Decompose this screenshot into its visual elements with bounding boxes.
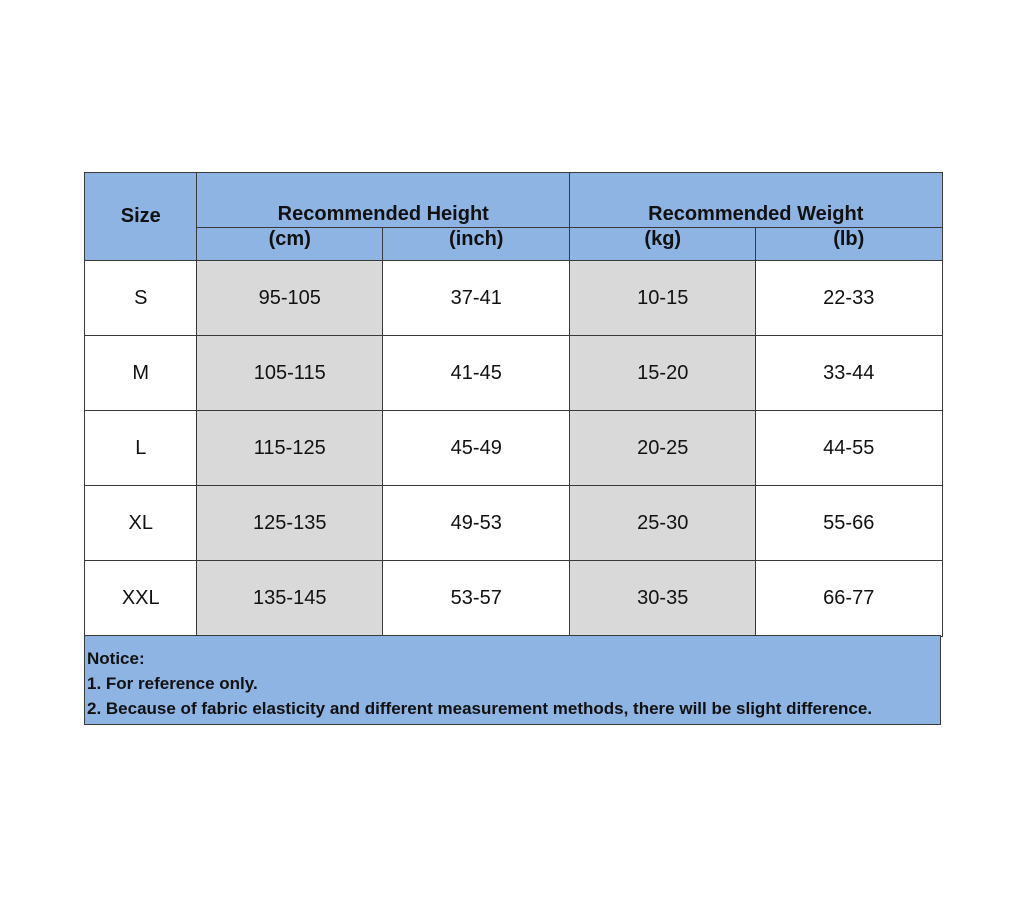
table-cell: 105-115 [196,335,384,412]
header-height-group: Recommended Height [196,172,571,229]
table-cell-text: 49-53 [450,511,502,534]
header-unit-text: (cm) [268,228,311,250]
table-cell: 37-41 [382,260,571,337]
notice-title: Notice: [87,649,145,668]
table-cell: 25-30 [569,485,757,562]
header-unit: (inch) [382,227,571,262]
row-size: XL [84,485,198,562]
header-weight-group-text: Recommended Weight [648,202,864,225]
table-cell-text: 55-66 [823,511,875,534]
header-weight-group: Recommended Weight [569,172,943,229]
table-cell: 95-105 [196,260,384,337]
table-cell: 22-33 [755,260,943,337]
table-cell: 135-145 [196,560,384,637]
notice-line: 2. Because of fabric elasticity and diff… [87,699,873,718]
row-size: L [84,410,198,487]
table-cell-text: 33-44 [823,361,875,384]
header-unit-text: (kg) [644,228,682,250]
table-cell-text: 53-57 [450,586,502,609]
row-size-text: XXL [121,586,160,609]
header-unit: (cm) [196,227,384,262]
table-cell-text: 45-49 [450,436,502,459]
row-size-text: M [132,361,150,384]
table-cell: 30-35 [569,560,757,637]
row-size: M [84,335,198,412]
table-cell-text: 135-145 [253,586,327,609]
header-size-text: Size [120,205,161,228]
table-cell-text: 66-77 [823,586,875,609]
table-cell: 53-57 [382,560,571,637]
row-size: S [84,260,198,337]
table-cell: 33-44 [755,335,943,412]
table-cell: 45-49 [382,410,571,487]
row-size-text: S [134,286,148,309]
table-cell-text: 115-125 [253,436,326,459]
notice-box: Notice: 1. For reference only. 2. Becaus… [84,635,941,725]
table-cell-text: 22-33 [823,286,875,309]
row-size: XXL [84,560,198,637]
table-cell-text: 10-15 [637,286,689,309]
table-cell-text: 20-25 [637,436,689,459]
table-cell-text: 25-30 [637,511,689,534]
table-cell-text: 37-41 [450,286,502,309]
header-unit: (kg) [569,227,757,262]
row-size-text: L [135,436,147,459]
table-cell: 125-135 [196,485,384,562]
header-unit-text: (lb) [833,228,865,250]
header-unit: (lb) [755,227,943,262]
table-cell: 66-77 [755,560,943,637]
table-cell: 49-53 [382,485,571,562]
table-cell-text: 41-45 [450,361,502,384]
table-cell: 15-20 [569,335,757,412]
row-size-text: XL [128,511,153,534]
header-size: Size [84,172,198,262]
table-cell: 44-55 [755,410,943,487]
table-cell: 55-66 [755,485,943,562]
table-cell-text: 95-105 [258,286,321,309]
table-cell-text: 105-115 [253,361,326,384]
table-cell-text: 44-55 [823,436,875,459]
table-cell: 10-15 [569,260,757,337]
table-cell-text: 125-135 [253,511,327,534]
table-cell: 41-45 [382,335,571,412]
table-cell: 20-25 [569,410,757,487]
header-height-group-text: Recommended Height [277,202,489,225]
table-cell-text: 15-20 [637,361,689,384]
table-cell: 115-125 [196,410,384,487]
notice-line: 1. For reference only. [87,674,258,693]
table-cell-text: 30-35 [637,586,689,609]
header-unit-text: (inch) [449,228,504,250]
